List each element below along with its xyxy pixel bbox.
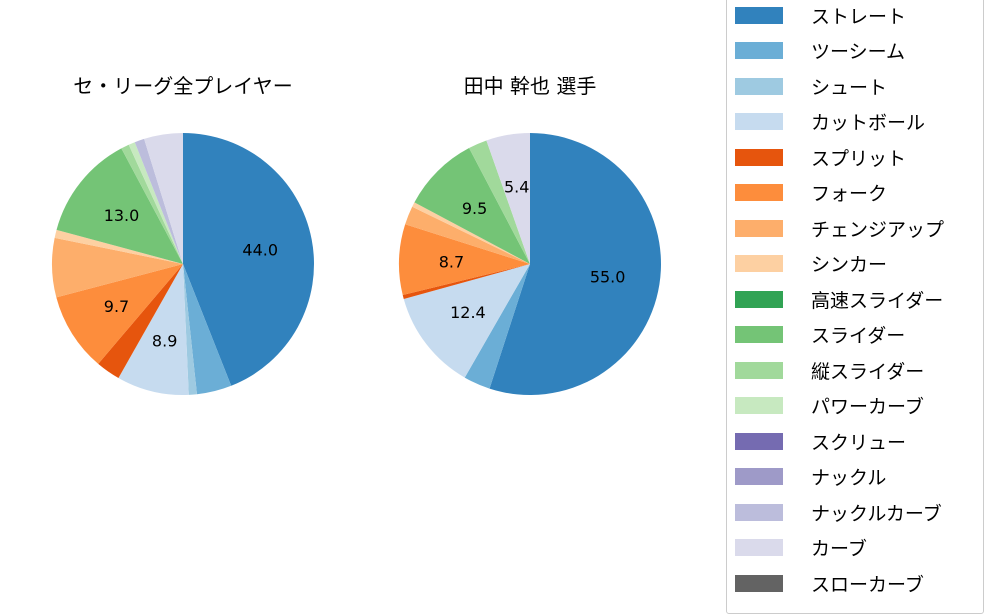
legend-item: 高速スライダー [735,287,944,312]
pie-slice [403,264,530,378]
legend-swatch [735,77,783,95]
legend-swatch [735,574,783,592]
legend-swatch [735,290,783,308]
legend-item: ナックルカーブ [735,500,942,525]
pie-charts: 44.0 8.9 9.7 13.0 55.0 12.4 8.7 9.5 5.4 [52,133,661,396]
legend-item: ナックル [735,465,886,489]
pie-slice [402,264,530,299]
legend-label: シュート [811,76,888,99]
legend-label: カットボール [811,112,926,134]
pie-slice [128,142,183,264]
legend-swatch [735,6,783,24]
pie-slice [134,138,183,264]
slice-value-label: 9.5 [462,199,487,218]
legend-item: チェンジアップ [735,216,945,241]
left-pie-title: セ・リーグ全プレイヤー [73,74,293,98]
legend-label: ツーシーム [811,41,906,63]
legend-label: チェンジアップ [811,218,945,241]
legend-item: カーブ [735,536,867,560]
legend-swatch [735,361,783,379]
legend-swatch [735,539,783,556]
legend-label: スクリュー [811,431,907,454]
legend-swatch [735,219,783,237]
legend-item: スローカーブ [735,571,924,596]
legend-item: スクリュー [735,429,907,454]
legend-swatch [735,184,783,201]
legend-label: フォーク [811,183,888,205]
pie-slice [183,133,314,386]
legend-swatch [735,503,783,521]
slice-value-label: 13.0 [104,206,140,225]
pie-slice [52,237,184,298]
pie-slice [183,264,232,395]
pie-slice [399,224,530,295]
legend-item: パワーカーブ [735,394,924,418]
legend-item: 縦スライダー [735,358,925,383]
right-pie-chart: 55.0 12.4 8.7 9.5 5.4 [399,133,661,395]
legend-item: ストレート [735,3,907,28]
slice-value-label: 9.7 [104,297,129,316]
pie-slice [56,264,184,364]
slice-value-label: 55.0 [590,267,626,286]
pie-slice [121,144,183,264]
pie-slice [405,206,530,264]
pie-slice [486,133,530,264]
legend-label: シンカー [811,254,888,276]
legend-item: シュート [735,74,888,99]
legend-swatch [735,397,783,414]
pie-slice [412,202,530,264]
legend-label: スローカーブ [811,573,924,596]
legend-swatch [735,468,783,485]
legend-swatch [735,148,783,166]
legend-item: シンカー [735,252,887,276]
legend-item: スプリット [735,145,907,170]
pie-slice [414,148,530,264]
pie-slice [144,133,183,264]
pie-slice [183,264,197,395]
slice-value-label: 12.4 [450,303,486,322]
legend-label: 縦スライダー [811,360,925,383]
slice-value-label: 8.7 [439,252,464,271]
legend-swatch [735,42,783,59]
pie-slice [489,133,661,395]
legend-label: スライダー [811,325,906,347]
legend-label: ナックルカーブ [811,502,942,525]
legend-label: ストレート [811,5,907,28]
legend-item: カットボール [735,110,925,134]
pie-slice [56,148,183,264]
pie-slice [118,264,189,396]
right-pie-title: 田中 幹也 選手 [463,74,597,98]
legend-item: スライダー [735,323,905,347]
legend-label: カーブ [811,538,867,560]
legend-item: フォーク [735,181,887,205]
legend-label: パワーカーブ [811,396,924,418]
legend-swatch [735,432,783,450]
legend-label: スプリット [811,147,907,170]
legend-swatch [735,113,783,130]
legend-item: ツーシーム [735,39,905,63]
pie-slice [54,229,183,264]
pie-slice [98,264,183,378]
legend-swatch [735,326,783,343]
legend-label: ナックル [811,467,887,489]
legend-label: 高速スライダー [811,289,944,312]
pie-slice [464,264,530,389]
legend-swatch [735,255,783,272]
legend: ストレートツーシームシュートカットボール スプリットフォークチェンジアップ シンカー… [726,0,984,614]
slice-value-label: 44.0 [242,240,278,259]
slice-value-label: 8.9 [152,331,177,350]
left-pie-chart: 44.0 8.9 9.7 13.0 [52,133,314,396]
pie-slice [469,140,530,264]
slice-value-label: 5.4 [504,178,529,197]
